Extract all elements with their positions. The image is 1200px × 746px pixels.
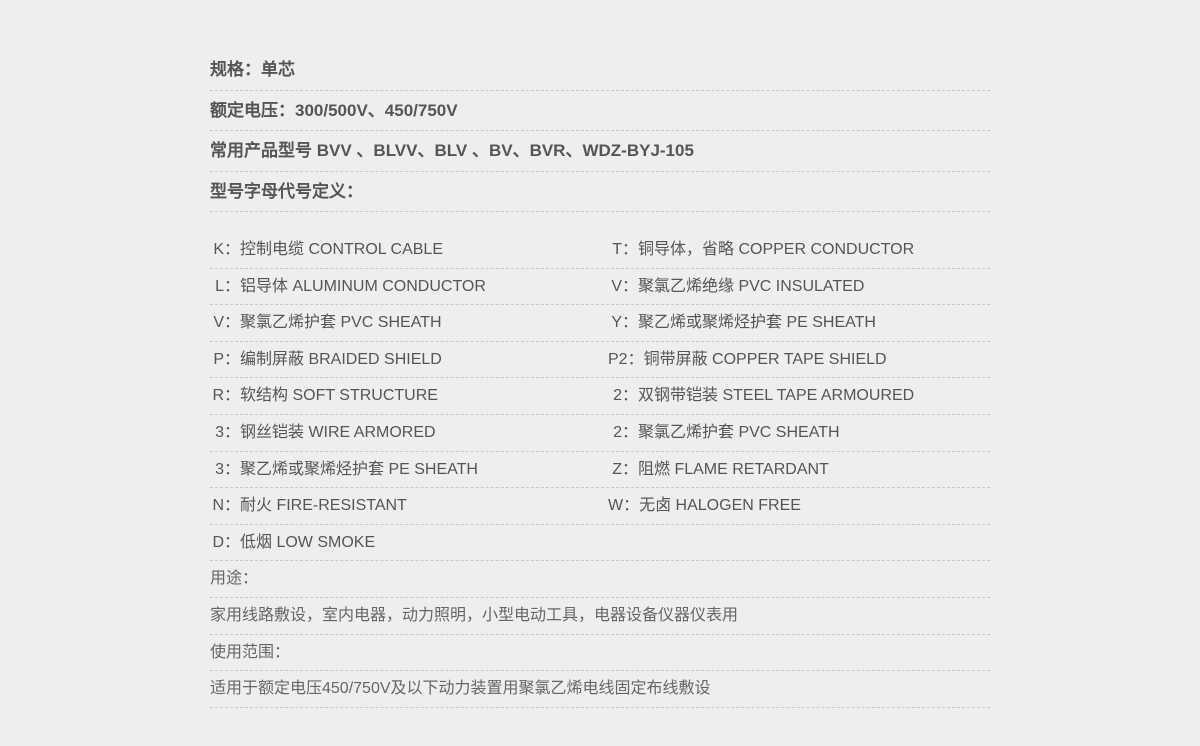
voltage-value: 300/500V、450/750V [295,101,458,120]
code-text: 钢丝铠装 WIRE ARMORED [240,420,436,446]
code-key: 2： [608,383,638,409]
code-row: P：编制屏蔽 BRAIDED SHIELD P2：铜带屏蔽 COPPER TAP… [210,342,990,379]
code-key: 3： [210,457,240,483]
spec-row: 规格：单芯 [210,50,990,91]
code-row: L：铝导体 ALUMINUM CONDUCTOR V：聚氯乙烯绝缘 PVC IN… [210,269,990,306]
code-row: V：聚氯乙烯护套 PVC SHEATH Y：聚乙烯或聚烯烃护套 PE SHEAT… [210,305,990,342]
code-text: 铜带屏蔽 COPPER TAPE SHIELD [644,347,887,373]
code-left: 3：聚乙烯或聚烯烃护套 PE SHEATH [210,457,608,483]
code-text: 聚氯乙烯护套 PVC SHEATH [240,310,442,336]
code-grid: K：控制电缆 CONTROL CABLE T：铜导体，省略 COPPER CON… [210,232,990,561]
code-key: P： [210,347,240,373]
code-text: 聚氯乙烯护套 PVC SHEATH [638,420,840,446]
code-left: 3：钢丝铠装 WIRE ARMORED [210,420,608,446]
spec-label: 规格： [210,60,261,79]
usage-value: 家用线路敷设，室内电器，动力照明，小型电动工具，电器设备仪器仪表用 [210,607,738,624]
code-key: 2： [608,420,638,446]
code-left: L：铝导体 ALUMINUM CONDUCTOR [210,274,608,300]
spacer [210,212,990,232]
scope-label-row: 使用范围： [210,635,990,672]
scope-label: 使用范围： [210,644,290,661]
code-right: Y：聚乙烯或聚烯烃护套 PE SHEATH [608,310,990,336]
code-right: W：无卤 HALOGEN FREE [608,493,990,519]
code-text: 阻燃 FLAME RETARDANT [638,457,829,483]
code-text: 聚乙烯或聚烯烃护套 PE SHEATH [638,310,876,336]
code-right: P2：铜带屏蔽 COPPER TAPE SHIELD [608,347,990,373]
code-key: N： [210,493,240,519]
code-key: 3： [210,420,240,446]
models-value: BVV 、BLVV、BLV 、BV、BVR、WDZ-BYJ-105 [317,141,694,160]
code-key: R： [210,383,240,409]
usage-value-row: 家用线路敷设，室内电器，动力照明，小型电动工具，电器设备仪器仪表用 [210,598,990,635]
code-row: N：耐火 FIRE-RESISTANT W：无卤 HALOGEN FREE [210,488,990,525]
code-key: L： [210,274,240,300]
code-text: 无卤 HALOGEN FREE [639,493,801,519]
code-left: N：耐火 FIRE-RESISTANT [210,493,608,519]
code-key: Y： [608,310,638,336]
code-text: 低烟 LOW SMOKE [240,530,375,556]
scope-value-row: 适用于额定电压450/750V及以下动力装置用聚氯乙烯电线固定布线敷设 [210,671,990,708]
code-row: K：控制电缆 CONTROL CABLE T：铜导体，省略 COPPER CON… [210,232,990,269]
models-row: 常用产品型号 BVV 、BLVV、BLV 、BV、BVR、WDZ-BYJ-105 [210,131,990,172]
code-left: R：软结构 SOFT STRUCTURE [210,383,608,409]
code-text: 聚乙烯或聚烯烃护套 PE SHEATH [240,457,478,483]
code-right: 2：双钢带铠装 STEEL TAPE ARMOURED [608,383,990,409]
usage-label: 用途： [210,570,258,587]
code-row: D：低烟 LOW SMOKE [210,525,990,562]
code-right: V：聚氯乙烯绝缘 PVC INSULATED [608,274,990,300]
codedef-row: 型号字母代号定义： [210,172,990,213]
code-key: Z： [608,457,638,483]
code-right [608,530,990,556]
code-key [608,530,638,556]
code-left: K：控制电缆 CONTROL CABLE [210,237,608,263]
code-key: V： [210,310,240,336]
code-row: R：软结构 SOFT STRUCTURE 2：双钢带铠装 STEEL TAPE … [210,378,990,415]
usage-label-row: 用途： [210,561,990,598]
code-key: D： [210,530,240,556]
spec-value: 单芯 [261,60,295,79]
code-text: 耐火 FIRE-RESISTANT [240,493,407,519]
code-right: 2：聚氯乙烯护套 PVC SHEATH [608,420,990,446]
code-key: V： [608,274,638,300]
code-left: P：编制屏蔽 BRAIDED SHIELD [210,347,608,373]
code-row: 3：聚乙烯或聚烯烃护套 PE SHEATH Z：阻燃 FLAME RETARDA… [210,452,990,489]
code-row: 3：钢丝铠装 WIRE ARMORED 2：聚氯乙烯护套 PVC SHEATH [210,415,990,452]
code-text: 软结构 SOFT STRUCTURE [240,383,438,409]
code-key: T： [608,237,638,263]
code-left: D：低烟 LOW SMOKE [210,530,608,556]
code-key: W： [608,493,639,519]
code-right: T：铜导体，省略 COPPER CONDUCTOR [608,237,990,263]
scope-value: 适用于额定电压450/750V及以下动力装置用聚氯乙烯电线固定布线敷设 [210,680,711,697]
code-text: 铝导体 ALUMINUM CONDUCTOR [240,274,486,300]
codedef-label: 型号字母代号定义： [210,182,363,201]
code-text: 控制电缆 CONTROL CABLE [240,237,443,263]
code-text: 铜导体，省略 COPPER CONDUCTOR [638,237,914,263]
code-key: K： [210,237,240,263]
code-left: V：聚氯乙烯护套 PVC SHEATH [210,310,608,336]
code-key: P2： [608,347,644,373]
code-text: 编制屏蔽 BRAIDED SHIELD [240,347,442,373]
voltage-label: 额定电压： [210,101,295,120]
code-text: 双钢带铠装 STEEL TAPE ARMOURED [638,383,914,409]
voltage-row: 额定电压：300/500V、450/750V [210,91,990,132]
models-label: 常用产品型号 [210,141,317,160]
code-right: Z：阻燃 FLAME RETARDANT [608,457,990,483]
code-text: 聚氯乙烯绝缘 PVC INSULATED [638,274,864,300]
